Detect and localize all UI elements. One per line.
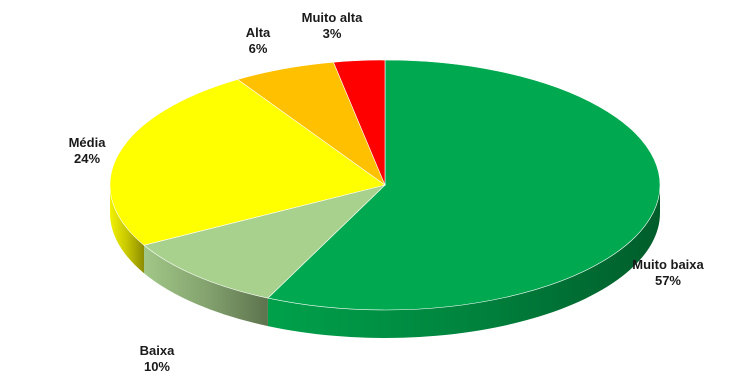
data-label-muito-alta: Muito alta 3%	[301, 10, 363, 41]
pie-side-media	[110, 185, 145, 274]
pie-slice-baixa	[143, 184, 387, 299]
pie-side-baixa	[144, 245, 268, 327]
data-label-muito-baixa: Muito baixa 57%	[632, 257, 704, 288]
data-label-alta: Alta 6%	[245, 25, 271, 56]
data-label-baixa: Baixa 10%	[139, 343, 175, 374]
pie-side-muito-baixa	[267, 185, 660, 339]
pie-slice-muito-baixa	[267, 59, 661, 311]
pie-side-layer	[110, 185, 660, 339]
pie-slice-media	[109, 79, 386, 246]
pie-top-layer	[109, 59, 661, 311]
pie-slice-muito-alta	[333, 59, 386, 186]
data-label-media: Média 24%	[68, 135, 106, 166]
